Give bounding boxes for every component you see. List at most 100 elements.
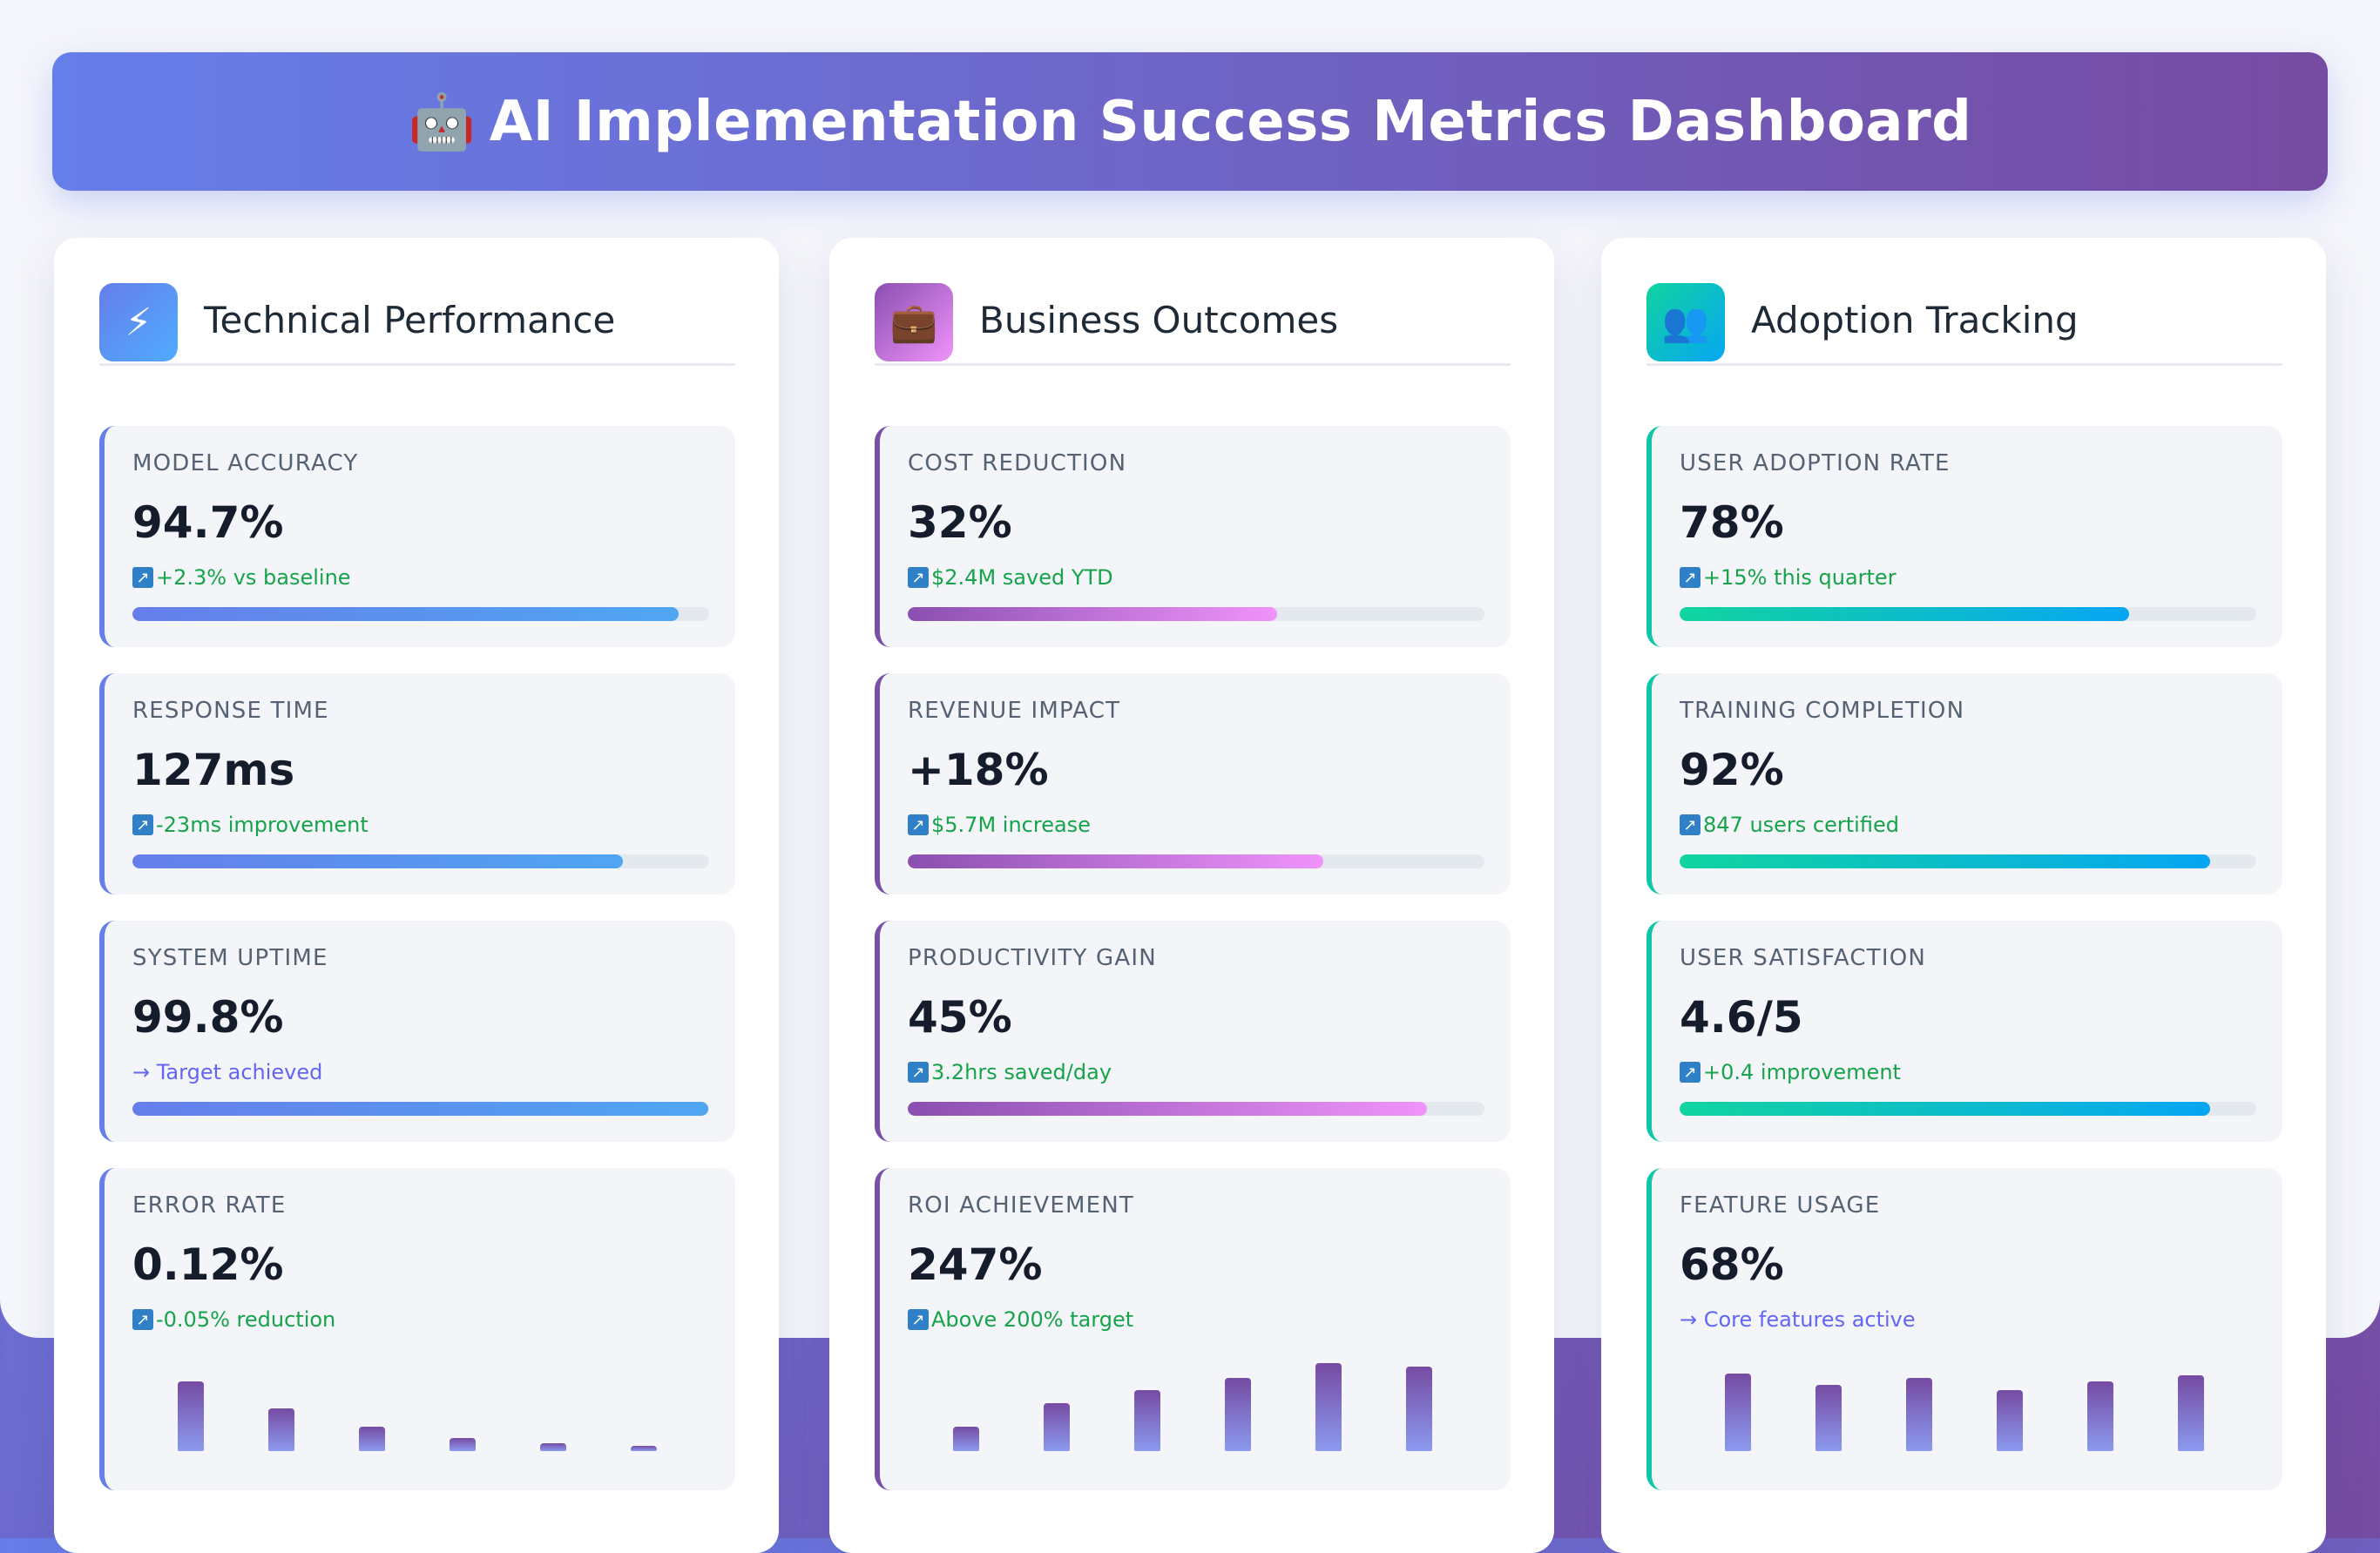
- metric-change: → Target achieved: [132, 1060, 322, 1084]
- trend-up-icon: ↗: [1680, 1062, 1700, 1083]
- progress-track: [132, 607, 709, 621]
- mini-bar: [1906, 1378, 1932, 1451]
- progress-fill: [908, 1102, 1427, 1116]
- metric-change-text: +2.3% vs baseline: [156, 565, 351, 590]
- metric-user-satisfaction: USER SATISFACTION 4.6/5 ↗ +0.4 improvement: [1646, 921, 2282, 1142]
- card-adoption-tracking: 👥 Adoption Tracking USER ADOPTION RATE 78% ↗…: [1601, 238, 2326, 1553]
- metric-change-text: $2.4M saved YTD: [931, 565, 1113, 590]
- metric-change: ↗ +0.4 improvement: [1680, 1060, 1901, 1084]
- progress-track: [132, 1102, 709, 1116]
- metric-revenue-impact: REVENUE IMPACT +18% ↗ $5.7M increase: [875, 673, 1511, 895]
- trend-up-icon: ↗: [908, 567, 929, 588]
- progress-track: [1680, 1102, 2256, 1116]
- metric-value: 94.7%: [132, 497, 284, 548]
- metric-value: 4.6/5: [1680, 992, 1803, 1043]
- metric-value: 92%: [1680, 745, 1784, 795]
- mini-bar: [1134, 1389, 1160, 1451]
- metric-label: PRODUCTIVITY GAIN: [908, 945, 1157, 971]
- progress-fill: [908, 607, 1277, 621]
- metric-change: → Core features active: [1680, 1307, 1916, 1332]
- metric-value: +18%: [908, 745, 1049, 795]
- metric-change-text: +0.4 improvement: [1703, 1060, 1901, 1084]
- metric-user-adoption-rate: USER ADOPTION RATE 78% ↗ +15% this quarter: [1646, 426, 2282, 647]
- card-business-outcomes: 💼 Business Outcomes COST REDUCTION 32% ↗ $2.4…: [829, 238, 1554, 1553]
- metric-label: SYSTEM UPTIME: [132, 945, 328, 971]
- metric-change-text: → Core features active: [1680, 1307, 1916, 1332]
- mini-bar: [1725, 1373, 1751, 1451]
- mini-bar: [2087, 1381, 2113, 1451]
- metric-label: USER SATISFACTION: [1680, 945, 1927, 971]
- trend-up-icon: ↗: [1680, 567, 1700, 588]
- metric-value: 45%: [908, 992, 1012, 1043]
- page-title: AI Implementation Success Metrics Dashbo…: [489, 89, 1972, 154]
- progress-track: [908, 607, 1484, 621]
- mini-bar: [1225, 1378, 1251, 1451]
- mini-bar: [1315, 1363, 1342, 1451]
- metric-label: REVENUE IMPACT: [908, 698, 1121, 724]
- metric-label: RESPONSE TIME: [132, 698, 329, 724]
- metric-value: 127ms: [132, 745, 295, 795]
- metric-label: ERROR RATE: [132, 1192, 287, 1219]
- metric-change-text: +15% this quarter: [1703, 565, 1897, 590]
- progress-track: [1680, 607, 2256, 621]
- metric-value: 68%: [1680, 1239, 1784, 1290]
- progress-fill: [1680, 854, 2211, 868]
- mini-bar: [1044, 1402, 1070, 1451]
- metric-value: 78%: [1680, 497, 1784, 548]
- trend-up-icon: ↗: [908, 1309, 929, 1330]
- mini-bar: [1406, 1367, 1432, 1451]
- progress-track: [908, 854, 1484, 868]
- metric-training-completion: TRAINING COMPLETION 92% ↗ 847 users certifi…: [1646, 673, 2282, 895]
- card-header: 👥 Adoption Tracking: [1646, 283, 2282, 366]
- mini-bar: [450, 1437, 476, 1451]
- trend-up-icon: ↗: [132, 1309, 153, 1330]
- mini-bar: [268, 1408, 294, 1451]
- metric-value: 247%: [908, 1239, 1043, 1290]
- mini-bar: [1997, 1389, 2023, 1451]
- metric-change-text: -0.05% reduction: [156, 1307, 336, 1332]
- mini-bar-chart: [132, 1355, 709, 1451]
- metric-cost-reduction: COST REDUCTION 32% ↗ $2.4M saved YTD: [875, 426, 1511, 647]
- metric-change: ↗ $2.4M saved YTD: [908, 565, 1113, 590]
- metric-label: ROI ACHIEVEMENT: [908, 1192, 1134, 1219]
- progress-fill: [132, 607, 679, 621]
- card-technical-performance: ⚡ Technical Performance MODEL ACCURACY 94.7…: [54, 238, 779, 1553]
- trend-up-icon: ↗: [132, 814, 153, 835]
- card-title: Business Outcomes: [979, 299, 1339, 341]
- mini-bar: [953, 1426, 979, 1451]
- briefcase-icon: 💼: [875, 283, 953, 361]
- metric-productivity-gain: PRODUCTIVITY GAIN 45% ↗ 3.2hrs saved/day: [875, 921, 1511, 1142]
- progress-fill: [908, 854, 1323, 868]
- metric-change-text: -23ms improvement: [156, 813, 368, 837]
- robot-icon: 🤖: [408, 89, 476, 153]
- metric-label: FEATURE USAGE: [1680, 1192, 1881, 1219]
- metric-change-text: 847 users certified: [1703, 813, 1899, 837]
- trend-up-icon: ↗: [1680, 814, 1700, 835]
- mini-bar: [540, 1442, 566, 1451]
- metric-response-time: RESPONSE TIME 127ms ↗ -23ms improvement: [99, 673, 735, 895]
- metric-change-text: $5.7M increase: [931, 813, 1091, 837]
- card-header: ⚡ Technical Performance: [99, 283, 735, 366]
- dashboard-header: 🤖 AI Implementation Success Metrics Dash…: [52, 52, 2328, 191]
- progress-fill: [132, 1102, 708, 1116]
- metric-change: ↗ +2.3% vs baseline: [132, 565, 351, 590]
- metric-error-rate: ERROR RATE 0.12% ↗ -0.05% reduction: [99, 1168, 735, 1490]
- metric-label: MODEL ACCURACY: [132, 450, 359, 476]
- metric-value: 0.12%: [132, 1239, 284, 1290]
- mini-bar: [631, 1446, 657, 1451]
- metric-change: ↗ 3.2hrs saved/day: [908, 1060, 1112, 1084]
- card-title: Adoption Tracking: [1751, 299, 2079, 341]
- mini-bar-chart: [908, 1355, 1484, 1451]
- metric-label: COST REDUCTION: [908, 450, 1127, 476]
- metric-change-text: 3.2hrs saved/day: [931, 1060, 1112, 1084]
- mini-bar-chart: [1680, 1355, 2256, 1451]
- metric-change: ↗ -23ms improvement: [132, 813, 368, 837]
- metric-change: ↗ Above 200% target: [908, 1307, 1133, 1332]
- progress-fill: [1680, 607, 2130, 621]
- mini-bar: [1815, 1385, 1842, 1451]
- metric-value: 99.8%: [132, 992, 284, 1043]
- metric-change-text: Above 200% target: [931, 1307, 1134, 1332]
- metric-feature-usage: FEATURE USAGE 68% → Core features active: [1646, 1168, 2282, 1490]
- card-header: 💼 Business Outcomes: [875, 283, 1511, 366]
- trend-up-icon: ↗: [908, 814, 929, 835]
